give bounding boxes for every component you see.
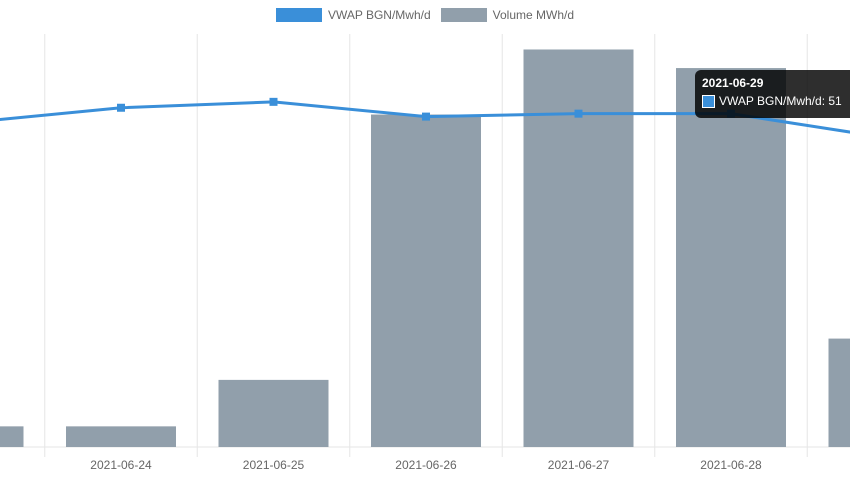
tooltip-swatch: [702, 94, 715, 108]
chart-legend: VWAP BGN/Mwh/d Volume MWh/d: [0, 8, 850, 22]
tooltip-title: 2021-06-29: [702, 76, 764, 90]
volume-bar: [0, 426, 24, 447]
volume-bar: [66, 426, 176, 447]
legend-swatch-volume: [440, 8, 487, 22]
legend-label-vwap: VWAP BGN/Mwh/d: [327, 8, 431, 22]
x-tick-label: 2021-06-28: [700, 458, 762, 472]
x-tick-label: 2021-06-25: [243, 458, 305, 472]
legend-item-vwap[interactable]: VWAP BGN/Mwh/d: [275, 8, 431, 22]
vwap-point: [269, 97, 278, 106]
volume-bar: [828, 338, 850, 447]
chart-tooltip: 2021-06-29 VWAP BGN/Mwh/d: 51: [695, 70, 850, 118]
volume-bar: [676, 68, 786, 447]
tooltip-row: VWAP BGN/Mwh/d: 51: [702, 94, 850, 108]
legend-label-volume: Volume MWh/d: [492, 8, 575, 22]
x-tick-label: 2021-06-27: [548, 458, 610, 472]
vwap-point: [574, 109, 583, 118]
volume-bar: [218, 379, 329, 447]
tooltip-label: VWAP BGN/Mwh/d: 51: [719, 94, 842, 108]
legend-item-volume[interactable]: Volume MWh/d: [440, 8, 575, 22]
vwap-point: [422, 112, 430, 121]
x-tick-label: 2021-06-26: [395, 458, 457, 472]
x-tick-label: 2021-06-24: [90, 458, 152, 472]
legend-swatch-vwap: [275, 8, 322, 22]
volume-bar: [371, 114, 481, 447]
vwap-point: [117, 103, 125, 112]
volume-bar: [523, 49, 634, 448]
